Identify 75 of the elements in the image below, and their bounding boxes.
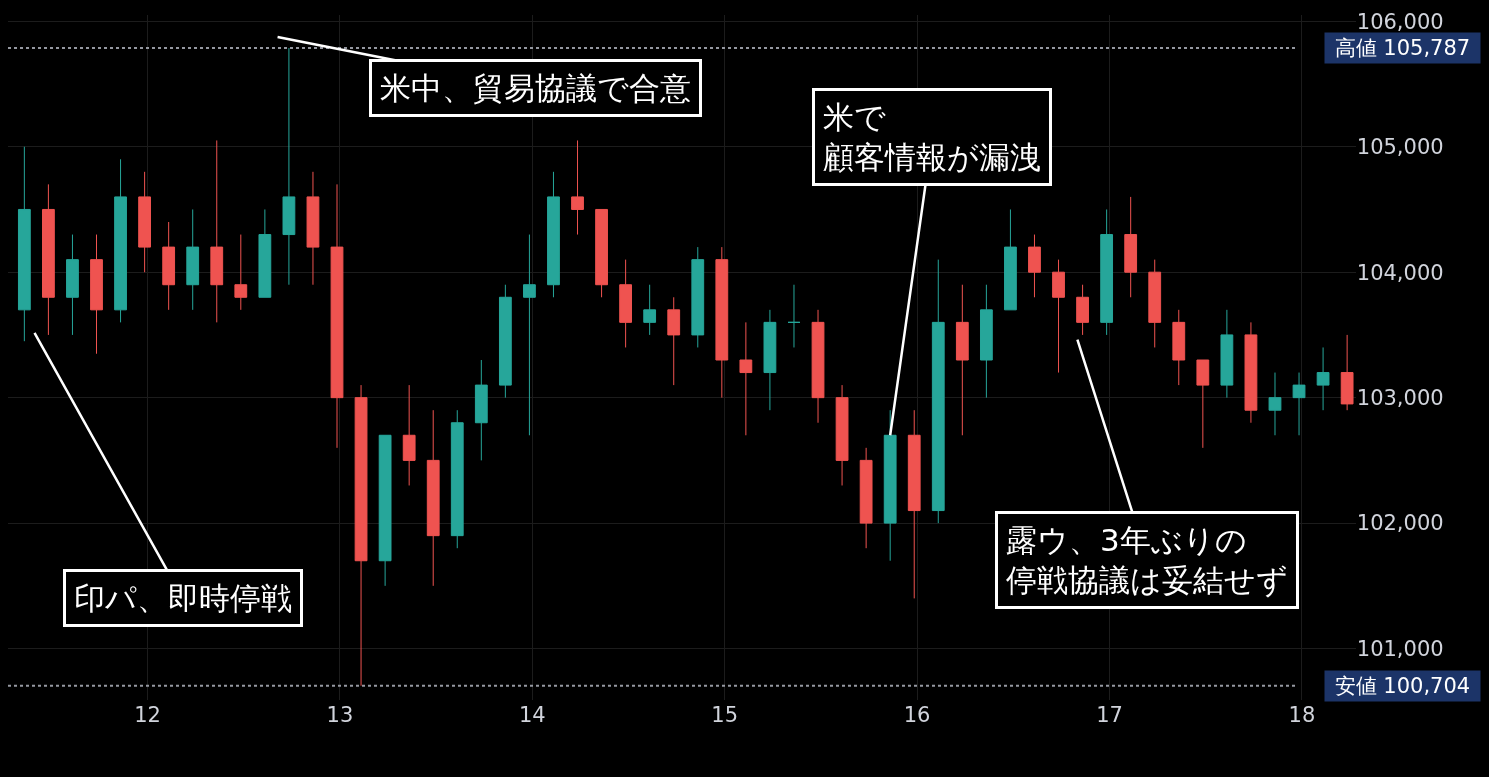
candlestick [859,447,873,549]
ref-line-label: 安値 100,704 [1328,674,1477,698]
candlestick [643,284,657,336]
candlestick [282,47,296,286]
candlestick [739,321,753,436]
x-tick-label: 17 [1096,703,1123,727]
candlestick [306,171,320,286]
candlestick [835,384,849,486]
candlestick [114,158,127,323]
candlestick [378,434,392,587]
candlestick [979,284,993,399]
candlestick [1268,372,1282,436]
candlestick [402,384,416,486]
x-tick-label: 16 [903,703,931,727]
candlestick [931,259,945,524]
x-tick-label: 14 [518,703,546,727]
candlestick [883,409,897,562]
candlestick [907,409,921,599]
y-tick-label: 102,000 [1356,511,1444,536]
candlestick [1244,321,1258,424]
x-tick-label: 13 [326,703,354,727]
candlestick [1196,359,1210,449]
candlestick [210,139,224,323]
candlestick [595,208,608,298]
candlestick [619,259,633,348]
candlestick [450,409,464,549]
candlestick [1124,196,1138,298]
x-tick-label: 12 [134,703,161,727]
candlestick [1052,259,1065,374]
y-tick-label: 103,000 [1356,386,1444,410]
candlestick [90,234,103,355]
candlestick [955,284,969,436]
annotation: 米で顧客情報が漏洩 [823,99,1041,176]
candlestick [186,208,200,311]
annotation: 印パ、即時停戦 [74,580,292,616]
candlestick [1292,372,1306,436]
candlestick [1028,234,1041,298]
candlestick [1316,346,1330,411]
y-tick-label: 106,000 [1356,9,1444,34]
y-tick-label: 105,000 [1356,135,1444,160]
candlestick [234,234,248,311]
candlestick [66,234,79,336]
annotation: 露ウ、3年ぶりの停戦協議は妥結せず [1006,522,1288,599]
candlestick [571,139,584,236]
candlestick [162,221,176,311]
candlestick [1148,259,1162,348]
candlestick [763,309,777,411]
annotation: 米中、貿易協議で合意 [380,70,691,106]
candlestick [787,284,801,348]
candlestick [811,309,825,424]
candlestick [354,384,368,687]
candlestick [547,171,560,298]
candlestick [498,284,512,399]
candlestick [1076,284,1089,336]
candlestick [1220,309,1234,399]
candlestick [1172,309,1186,386]
candlestick [1340,334,1354,411]
x-tick-label: 18 [1288,703,1316,727]
candlestick [330,183,344,449]
y-tick-label: 104,000 [1356,260,1444,285]
candlestick [138,171,151,273]
candlestick [426,409,440,587]
ref-line-label: 高値 105,787 [1328,36,1477,60]
candlestick [715,246,729,399]
candlestick [17,146,31,342]
candlestick [691,246,705,348]
candlestick [474,359,488,461]
candlestick [667,296,681,386]
candlestick [1004,208,1017,311]
y-tick-label: 101,000 [1356,636,1444,661]
candlestick [258,208,272,298]
x-tick-label: 15 [711,703,739,727]
candlestick [523,234,536,436]
candlestick [42,183,55,336]
candlestick [1100,208,1114,336]
